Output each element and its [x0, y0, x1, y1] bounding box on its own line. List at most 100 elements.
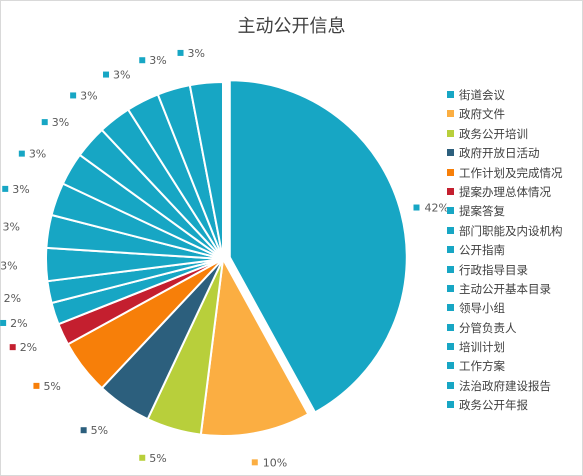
data-label-marker	[413, 204, 420, 211]
legend-item: 政务公开培训	[447, 125, 563, 144]
data-label-marker	[70, 92, 77, 99]
data-label-marker	[103, 71, 110, 78]
data-label-marker	[33, 382, 40, 389]
legend-item: 主动公开基本目录	[447, 280, 563, 299]
legend-label: 领导小组	[459, 301, 505, 316]
data-label: 42%	[413, 202, 449, 215]
legend-swatch	[447, 91, 454, 98]
legend-item: 街道会议	[447, 86, 563, 105]
data-label-marker	[41, 119, 48, 126]
legend-label: 政务公开培训	[459, 126, 528, 141]
legend-label: 部门职能及内设机构	[459, 223, 563, 238]
legend-swatch	[447, 187, 454, 195]
legend-item: 部门职能及内设机构	[447, 222, 563, 241]
data-label-text: 3%	[52, 116, 69, 129]
data-label-text: 3%	[0, 260, 17, 273]
legend-swatch	[447, 110, 454, 118]
data-label-marker	[139, 454, 146, 461]
legend-item: 提案答复	[447, 202, 563, 221]
data-label-text: 3%	[29, 148, 46, 161]
legend-swatch	[447, 323, 454, 331]
legend-label: 公开指南	[459, 243, 505, 258]
data-label-text: 2%	[4, 292, 21, 305]
data-label: 3%	[18, 148, 46, 161]
data-label-marker	[18, 150, 25, 157]
legend-swatch	[447, 362, 454, 370]
legend-swatch	[447, 207, 454, 215]
data-label: 2%	[4, 292, 21, 305]
legend-swatch	[447, 226, 454, 234]
data-label: 2%	[0, 317, 28, 330]
data-label: 3%	[103, 69, 130, 82]
legend-label: 工作方案	[459, 359, 505, 374]
legend-swatch	[447, 343, 454, 351]
data-label: 10%	[251, 456, 287, 469]
legend-swatch	[447, 265, 454, 273]
legend-swatch	[447, 149, 454, 157]
legend-item: 提案办理总体情况	[447, 183, 563, 202]
data-label-marker	[80, 427, 87, 434]
data-label: 2%	[9, 341, 37, 354]
data-label-marker	[177, 49, 184, 56]
data-label-text: 3%	[188, 47, 205, 60]
legend-item: 分管负责人	[447, 319, 563, 338]
legend-label: 培训计划	[459, 340, 505, 355]
legend-swatch	[447, 246, 454, 254]
data-label-text: 2%	[10, 317, 27, 330]
legend-item: 行政指导目录	[447, 261, 563, 280]
legend-swatch	[447, 129, 454, 137]
data-label-marker	[139, 57, 146, 64]
legend-item: 培训计划	[447, 338, 563, 357]
chart-title: 主动公开信息	[237, 16, 346, 37]
legend-label: 主动公开基本目录	[459, 281, 551, 296]
legend-label: 政务公开年报	[459, 398, 528, 413]
legend-label: 街道会议	[459, 88, 505, 102]
data-label-marker	[251, 459, 258, 466]
data-label-text: 42%	[424, 202, 448, 215]
data-label-text: 10%	[263, 456, 287, 469]
legend-swatch	[447, 401, 454, 409]
chart-legend: 街道会议政府文件政务公开培训 政府开放日活动工作计划及完成情况 提案办理总体情况 提案…	[447, 86, 563, 416]
legend-label: 分管负责人	[459, 320, 517, 335]
data-label-text: 5%	[43, 380, 60, 393]
data-label-text: 3%	[80, 89, 97, 102]
data-label: 3%	[70, 89, 98, 102]
data-label: 3%	[2, 183, 30, 196]
pie-slice	[188, 81, 224, 260]
data-label: 3%	[0, 260, 17, 273]
data-label: 5%	[80, 424, 108, 437]
data-label-text: 3%	[12, 183, 29, 196]
legend-swatch	[447, 304, 454, 312]
legend-item: 政府文件	[447, 105, 563, 124]
data-label-text: 5%	[149, 452, 166, 465]
legend-item: 政府开放日活动	[447, 144, 563, 163]
legend-item: 政务公开年报	[447, 396, 563, 415]
legend-label: 提案答复	[459, 204, 505, 219]
legend-label: 行政指导目录	[459, 262, 528, 277]
data-label: 3%	[41, 116, 69, 129]
data-label: 3%	[3, 221, 20, 234]
legend-label: 法治政府建设报告	[459, 378, 551, 393]
legend-swatch	[447, 168, 454, 176]
legend-label: 政府开放日活动	[459, 146, 540, 161]
legend-item: 法治政府建设报告	[447, 377, 563, 396]
legend-item: 工作计划及完成情况	[447, 164, 563, 183]
data-label: 5%	[33, 380, 61, 393]
data-label: 5%	[139, 452, 167, 465]
data-label-marker	[2, 185, 9, 192]
legend-label: 工作计划及完成情况	[459, 165, 563, 180]
legend-item: 领导小组	[447, 299, 563, 318]
legend-label: 提案办理总体情况	[459, 184, 551, 199]
data-label-marker	[0, 319, 7, 326]
data-label-text: 3%	[3, 221, 20, 234]
data-label: 3%	[177, 47, 205, 60]
pie-slice	[199, 258, 310, 437]
legend-swatch	[447, 381, 454, 389]
pie-slice	[228, 79, 408, 414]
data-label-marker	[9, 344, 16, 351]
data-label-text: 3%	[149, 54, 166, 67]
legend-item: 公开指南	[447, 241, 563, 260]
legend-label: 政府文件	[459, 107, 505, 122]
data-label: 3%	[139, 54, 167, 67]
